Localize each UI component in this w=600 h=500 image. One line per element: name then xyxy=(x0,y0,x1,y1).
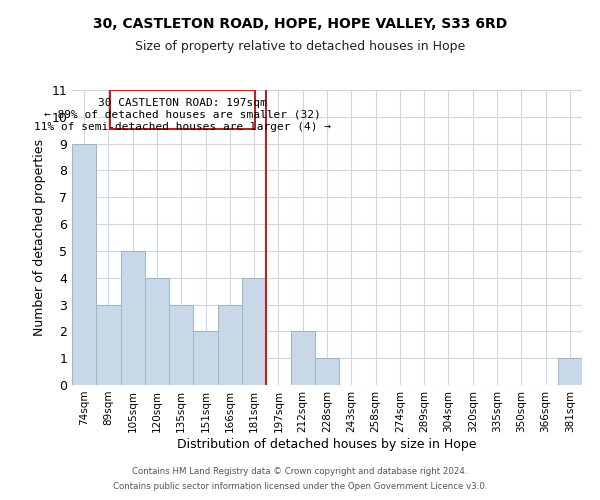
Text: Contains public sector information licensed under the Open Government Licence v3: Contains public sector information licen… xyxy=(113,482,487,491)
Text: 30 CASTLETON ROAD: 197sqm: 30 CASTLETON ROAD: 197sqm xyxy=(98,98,267,108)
X-axis label: Distribution of detached houses by size in Hope: Distribution of detached houses by size … xyxy=(177,438,477,450)
Bar xyxy=(193,332,218,385)
Text: ← 89% of detached houses are smaller (32): ← 89% of detached houses are smaller (32… xyxy=(44,110,321,120)
Text: Size of property relative to detached houses in Hope: Size of property relative to detached ho… xyxy=(135,40,465,53)
Bar xyxy=(96,304,121,385)
Bar xyxy=(72,144,96,385)
Bar xyxy=(558,358,582,385)
Bar xyxy=(242,278,266,385)
Bar xyxy=(315,358,339,385)
Text: Contains HM Land Registry data © Crown copyright and database right 2024.: Contains HM Land Registry data © Crown c… xyxy=(132,467,468,476)
Bar xyxy=(218,304,242,385)
Bar xyxy=(169,304,193,385)
Y-axis label: Number of detached properties: Number of detached properties xyxy=(33,139,46,336)
Bar xyxy=(145,278,169,385)
FancyBboxPatch shape xyxy=(110,90,256,129)
Bar xyxy=(121,251,145,385)
Text: 30, CASTLETON ROAD, HOPE, HOPE VALLEY, S33 6RD: 30, CASTLETON ROAD, HOPE, HOPE VALLEY, S… xyxy=(93,18,507,32)
Text: 11% of semi-detached houses are larger (4) →: 11% of semi-detached houses are larger (… xyxy=(34,122,331,132)
Bar xyxy=(290,332,315,385)
